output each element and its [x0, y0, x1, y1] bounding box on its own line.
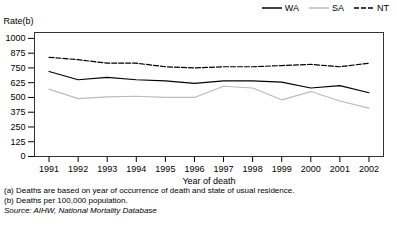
html-text:WA: WA: [284, 2, 299, 13]
svg-text:0: 0: [20, 151, 25, 161]
svg-text:1999: 1999: [272, 164, 292, 174]
svg-text:1000: 1000: [5, 33, 25, 43]
svg-text:Rate(b): Rate(b): [4, 16, 34, 26]
svg-text:2001: 2001: [330, 164, 350, 174]
svg-text:2002: 2002: [359, 164, 379, 174]
svg-text:1994: 1994: [126, 164, 146, 174]
svg-text:750: 750: [10, 63, 25, 73]
html-text:(a) Deaths are based on year o: (a) Deaths are based on year of occurren…: [4, 186, 295, 195]
svg-text:1998: 1998: [243, 164, 263, 174]
html-text:NT: NT: [377, 2, 389, 13]
html-text:SA: SA: [332, 2, 344, 13]
svg-text:500: 500: [10, 92, 25, 102]
svg-text:2000: 2000: [301, 164, 321, 174]
svg-text:1996: 1996: [184, 164, 204, 174]
svg-text:1995: 1995: [155, 164, 175, 174]
svg-text:1991: 1991: [39, 164, 59, 174]
html-text:(b) Deaths per 100,000 populat: (b) Deaths per 100,000 population.: [4, 196, 128, 205]
svg-text:Year of death: Year of death: [182, 176, 235, 186]
svg-text:125: 125: [10, 137, 25, 147]
svg-text:250: 250: [10, 122, 25, 132]
svg-text:875: 875: [10, 48, 25, 58]
svg-text:1993: 1993: [97, 164, 117, 174]
svg-text:1992: 1992: [68, 164, 88, 174]
svg-text:375: 375: [10, 107, 25, 117]
svg-text:1997: 1997: [214, 164, 234, 174]
html-text:Source: AIHW, National Mortali: Source: AIHW, National Mortality Databas…: [4, 206, 157, 215]
svg-text:625: 625: [10, 78, 25, 88]
